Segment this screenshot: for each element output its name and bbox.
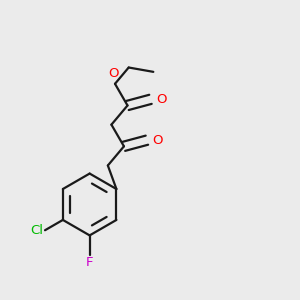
Text: Cl: Cl — [31, 224, 44, 237]
Text: O: O — [152, 134, 163, 147]
Text: O: O — [108, 67, 119, 80]
Text: O: O — [156, 93, 166, 106]
Text: F: F — [86, 256, 93, 269]
